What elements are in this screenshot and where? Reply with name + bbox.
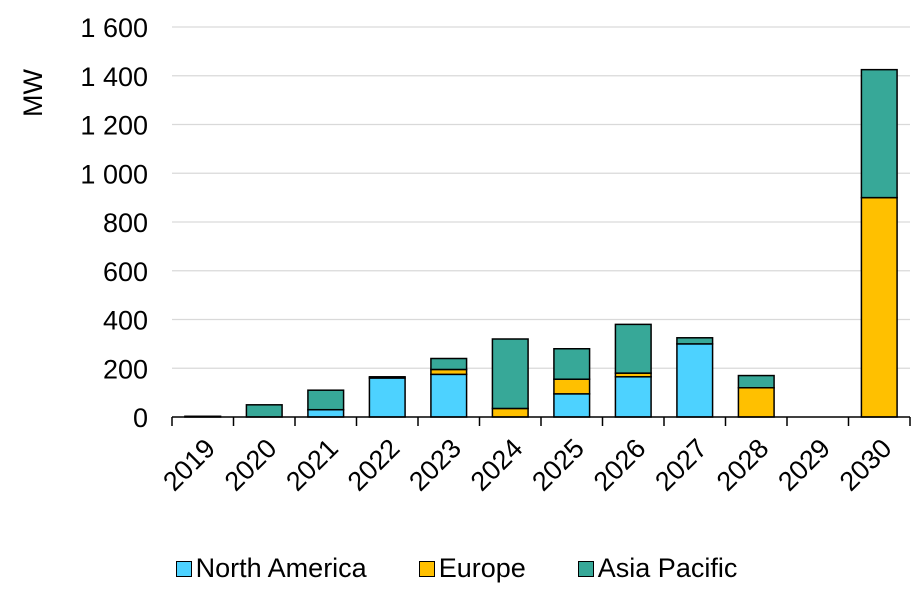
x-tick-label: 2028 bbox=[711, 433, 775, 497]
x-tick-label: 2030 bbox=[834, 433, 898, 497]
x-tick-label: 2023 bbox=[403, 433, 467, 497]
bar-europe-2025 bbox=[553, 378, 591, 395]
bar-asia-pacific-2022 bbox=[368, 376, 406, 379]
legend-swatch bbox=[577, 560, 594, 577]
legend-label: Asia Pacific bbox=[597, 553, 738, 583]
bar-asia-pacific-2024 bbox=[491, 338, 529, 410]
y-tick-label: 1 600 bbox=[80, 13, 148, 43]
legend-label: Europe bbox=[438, 553, 526, 583]
x-tick-label: 2024 bbox=[465, 433, 529, 497]
bar-asia-pacific-2020 bbox=[245, 404, 283, 418]
gridlines bbox=[172, 26, 910, 369]
bar-north-america-2026 bbox=[614, 376, 652, 418]
y-tick-label: 1 000 bbox=[80, 159, 148, 189]
x-tick-label: 2025 bbox=[526, 433, 590, 497]
bar-north-america-2022 bbox=[368, 377, 406, 418]
legend-swatch bbox=[175, 560, 192, 577]
bars bbox=[184, 68, 898, 418]
legend-swatch bbox=[418, 560, 435, 577]
y-tick-label: 600 bbox=[103, 257, 148, 287]
bar-asia-pacific-2028 bbox=[737, 374, 775, 389]
bar-north-america-2027 bbox=[676, 343, 714, 418]
x-tick-label: 2020 bbox=[219, 433, 283, 497]
legend-item-north-america: North America bbox=[175, 553, 367, 584]
bar-north-america-2023 bbox=[430, 373, 468, 418]
bar-north-america-2025 bbox=[553, 393, 591, 418]
bar-asia-pacific-2021 bbox=[307, 389, 345, 411]
x-tick-labels: 2019202020212022202320242025202620272028… bbox=[157, 433, 897, 497]
legend-label: North America bbox=[195, 553, 367, 583]
x-tick-label: 2021 bbox=[280, 433, 344, 497]
x-tick-label: 2022 bbox=[342, 433, 406, 497]
y-tick-label: 200 bbox=[103, 354, 148, 384]
y-tick-label: 800 bbox=[103, 208, 148, 238]
y-axis-title: MW bbox=[18, 69, 48, 117]
bar-asia-pacific-2025 bbox=[553, 348, 591, 380]
legend: North America Europe Asia Pacific bbox=[0, 553, 913, 584]
y-tick-labels: 0 200 400 600 800 1 000 1 200 1 400 1 600 bbox=[80, 13, 148, 433]
y-tick-label: 1 400 bbox=[80, 62, 148, 92]
axes bbox=[171, 416, 911, 426]
x-tick-label: 2029 bbox=[772, 433, 836, 497]
legend-item-europe: Europe bbox=[418, 553, 526, 584]
bar-europe-2024 bbox=[491, 407, 529, 418]
x-tick-label: 2027 bbox=[649, 433, 713, 497]
bar-europe-2028 bbox=[737, 387, 775, 418]
y-tick-label: 0 bbox=[133, 403, 148, 433]
bar-asia-pacific-2027 bbox=[676, 337, 714, 345]
y-tick-label: 1 200 bbox=[80, 111, 148, 141]
bar-europe-2030 bbox=[860, 196, 898, 418]
x-tick-label: 2026 bbox=[588, 433, 652, 497]
bar-asia-pacific-2026 bbox=[614, 323, 652, 374]
y-tick-label: 400 bbox=[103, 306, 148, 336]
legend-item-asia-pacific: Asia Pacific bbox=[577, 553, 738, 584]
bar-asia-pacific-2023 bbox=[430, 357, 468, 371]
bar-north-america-2021 bbox=[307, 408, 345, 418]
bar-asia-pacific-2030 bbox=[860, 68, 898, 199]
x-tick-label: 2019 bbox=[157, 433, 221, 497]
